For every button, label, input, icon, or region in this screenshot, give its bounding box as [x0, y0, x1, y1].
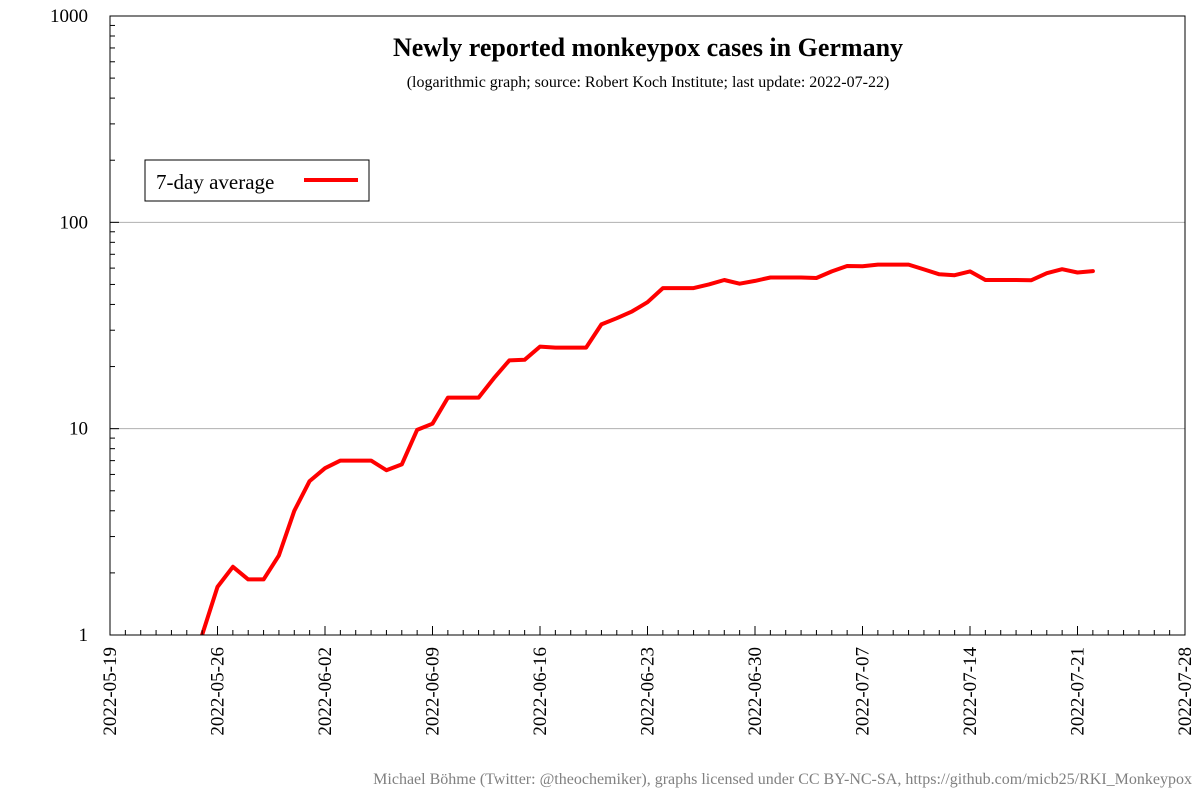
axis-ticks — [109, 15, 1186, 636]
x-tick-label: 2022-07-07 — [853, 647, 874, 736]
x-tick-label: 2022-06-16 — [530, 647, 551, 736]
gridlines — [110, 221, 1185, 430]
x-tick-label: 2022-06-02 — [315, 647, 336, 736]
y-tick-label: 1 — [79, 625, 89, 646]
y-tick-label: 10 — [69, 419, 88, 440]
y-tick-labels: 1 10 100 1000 — [50, 6, 88, 646]
y-tick-label: 1000 — [50, 6, 88, 27]
x-tick-label: 2022-06-23 — [638, 647, 659, 736]
credit-text: Michael Böhme (Twitter: @theochemiker), … — [373, 771, 1192, 788]
x-tick-label: 2022-05-19 — [100, 647, 121, 736]
series-line — [200, 262, 1095, 635]
x-tick-label: 2022-05-26 — [208, 647, 229, 736]
y-tick-label: 100 — [60, 212, 89, 233]
chart-title: Newly reported monkeypox cases in German… — [393, 33, 903, 62]
x-tick-label: 2022-07-14 — [960, 647, 981, 736]
legend-label: 7-day average — [156, 170, 274, 194]
x-tick-label: 2022-06-09 — [423, 647, 444, 736]
plot-frame — [109, 15, 1186, 636]
chart-subtitle: (logarithmic graph; source: Robert Koch … — [407, 74, 890, 91]
x-tick-label: 2022-07-21 — [1068, 647, 1089, 736]
x-tick-label: 2022-07-28 — [1175, 647, 1196, 736]
series-layer — [200, 262, 1095, 635]
legend: 7-day average — [144, 159, 370, 202]
x-tick-label: 2022-06-30 — [745, 647, 766, 736]
x-tick-labels: 2022-05-19 2022-05-26 2022-06-02 2022-06-09… — [100, 647, 1196, 736]
